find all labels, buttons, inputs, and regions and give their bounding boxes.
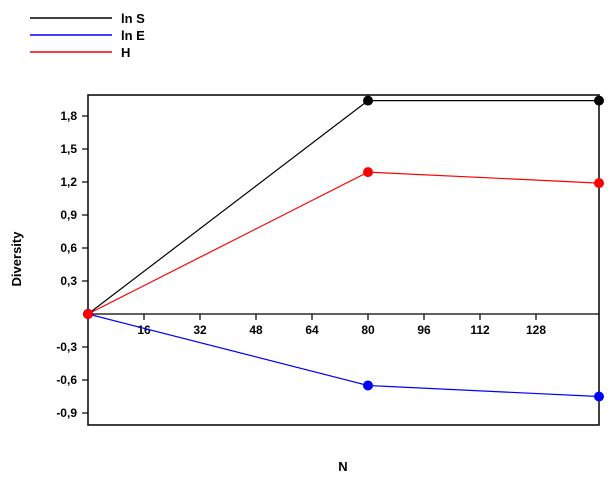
x-tick-label-4: 64 [305,323,319,337]
legend-label-3: H [121,45,130,60]
x-tick-label-7: 112 [470,323,490,337]
legend-label-2: ln E [121,28,145,43]
legend: ln S ln E H [30,11,145,60]
series-layer [83,95,604,402]
series-2-point-3 [594,391,604,402]
series-line-1 [87,99,599,315]
y-axis: 1,8 1,5 1,2 0,9 0,6 0,3 -0,3 -0,6 -0,9 [56,109,88,420]
series-line-3 [87,171,600,315]
y-tick-label-6: 0,3 [60,274,77,288]
series-2-point-2 [363,380,373,391]
x-tick-label-1: 16 [137,323,151,337]
x-tick-label-8: 128 [526,323,546,337]
x-tick-label-2: 32 [193,323,207,337]
y-tick-label-5: 0,6 [60,241,77,255]
series-line-2 [87,313,600,398]
y-tick-label-8: -0,6 [56,373,77,387]
legend-label-1: ln S [121,11,145,26]
series-3-point-1 [83,309,93,319]
x-axis: 16 32 48 64 80 96 112 128 [137,314,546,337]
x-tick-label-5: 80 [361,323,375,337]
y-tick-label-1: 1,8 [60,109,77,123]
plot-frame [87,94,600,426]
y-tick-label-9: -0,9 [56,406,77,420]
series-3-point-3 [594,178,604,189]
x-axis-title: N [338,459,347,474]
y-tick-label-4: 0,9 [60,208,77,222]
y-tick-label-2: 1,5 [60,142,77,156]
y-tick-label-3: 1,2 [60,175,77,189]
series-1-point-3 [594,95,604,106]
y-tick-label-7: -0,3 [56,340,77,354]
series-1-point-2 [363,95,373,106]
x-tick-label-3: 48 [249,323,263,337]
x-tick-label-6: 96 [417,323,431,337]
y-axis-title: Diversity [9,231,24,287]
series-3-point-2 [363,167,373,178]
